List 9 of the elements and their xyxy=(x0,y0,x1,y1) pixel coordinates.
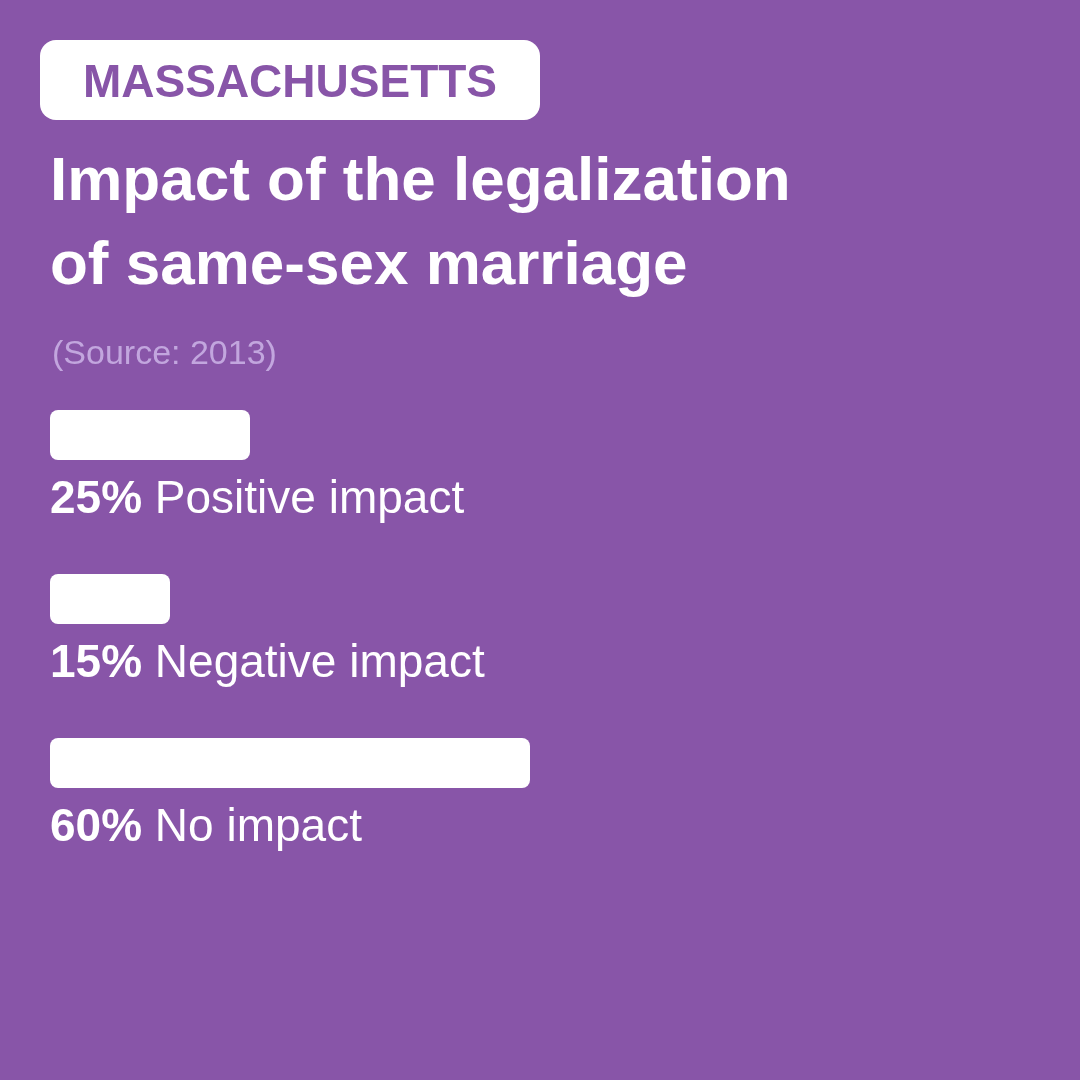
chart-title: Impact of the legalization of same-sex marriage xyxy=(50,144,791,297)
y-tick-label: Positive impact xyxy=(154,471,465,523)
data-label: 60% xyxy=(50,799,155,851)
data-label: 15% xyxy=(50,635,155,687)
chart-subtitle: MASSACHUSETTS xyxy=(82,55,498,107)
text: (Source: 2013) xyxy=(52,333,277,371)
y-tick-label: No impact xyxy=(154,799,363,851)
y-tick-label: Negative impact xyxy=(154,635,485,687)
data-label: 25% xyxy=(50,471,155,523)
